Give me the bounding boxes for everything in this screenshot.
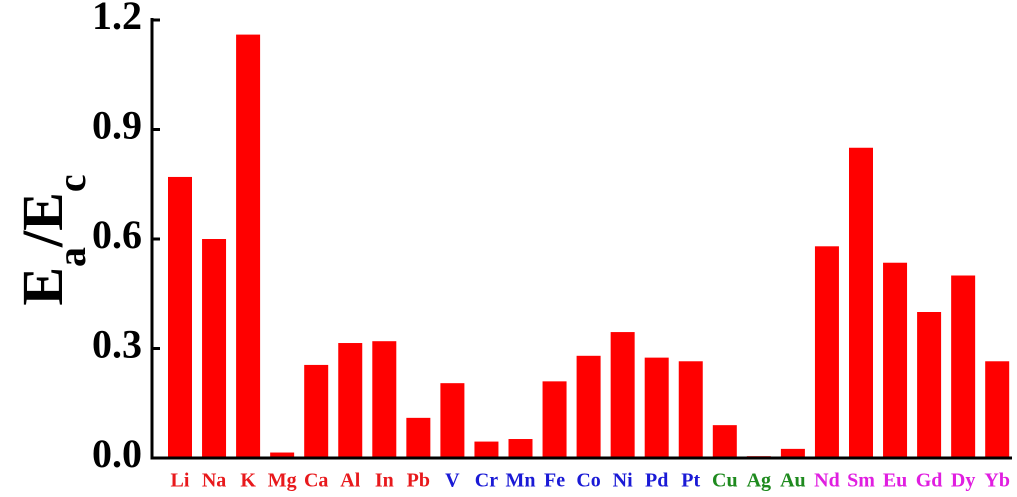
y-tick-label: 0.9 bbox=[92, 103, 142, 148]
x-tick-label: Mn bbox=[506, 470, 536, 492]
x-tick-label: Ag bbox=[747, 470, 771, 492]
bar bbox=[270, 452, 295, 458]
y-tick-label: 0.3 bbox=[92, 322, 142, 367]
x-tick-label: Cu bbox=[712, 470, 738, 492]
x-tick-label: Cr bbox=[475, 470, 498, 492]
x-tick-label: Na bbox=[202, 470, 226, 492]
bar bbox=[917, 312, 942, 458]
bar bbox=[678, 361, 703, 458]
bar bbox=[304, 364, 329, 458]
x-tick-label: Pb bbox=[407, 470, 430, 492]
y-axis-label: Ea/Ec bbox=[10, 174, 94, 305]
x-tick-label: Ca bbox=[304, 470, 328, 492]
x-tick-label: Gd bbox=[916, 470, 943, 492]
x-tick-label: Eu bbox=[883, 470, 907, 492]
x-tick-label: Pd bbox=[645, 470, 668, 492]
bar bbox=[168, 176, 192, 458]
x-tick-label: Dy bbox=[951, 470, 975, 492]
x-tick-label: In bbox=[375, 470, 394, 492]
bar bbox=[883, 262, 908, 458]
y-tick-label: 1.2 bbox=[92, 0, 142, 38]
bar bbox=[849, 147, 873, 458]
bar bbox=[780, 448, 805, 458]
bar bbox=[610, 332, 635, 458]
y-label-part: c bbox=[49, 174, 94, 192]
y-label-part: E bbox=[10, 267, 75, 306]
bar bbox=[508, 439, 533, 458]
x-tick-label: K bbox=[240, 470, 256, 492]
bar bbox=[542, 381, 567, 458]
y-label-part: a bbox=[49, 247, 94, 267]
x-tick-label: V bbox=[445, 470, 460, 492]
x-tick-label: Au bbox=[780, 470, 806, 492]
x-tick-label: Fe bbox=[544, 470, 565, 492]
x-tick-label: Al bbox=[340, 470, 360, 492]
x-tick-label: Ni bbox=[613, 470, 633, 492]
x-tick-label: Sm bbox=[847, 470, 875, 492]
y-tick-label: 0.6 bbox=[92, 212, 142, 257]
bar bbox=[951, 275, 976, 458]
bar bbox=[202, 239, 227, 458]
y-label-part: /E bbox=[10, 192, 75, 248]
bar bbox=[814, 246, 839, 458]
x-tick-label: Nd bbox=[814, 470, 840, 492]
bar bbox=[372, 341, 397, 458]
bar bbox=[406, 417, 431, 458]
bar bbox=[712, 425, 737, 458]
x-tick-label: Li bbox=[171, 470, 190, 492]
bar bbox=[985, 361, 1010, 458]
y-tick-label: 0.0 bbox=[92, 431, 142, 476]
bar bbox=[474, 441, 499, 458]
x-tick-label: Pt bbox=[681, 470, 700, 492]
bar bbox=[236, 34, 261, 458]
bar bbox=[338, 343, 363, 458]
x-tick-label: Yb bbox=[984, 470, 1010, 492]
x-tick-label: Mg bbox=[268, 470, 297, 492]
x-tick-label: Co bbox=[576, 470, 600, 492]
bar bbox=[440, 383, 465, 458]
bar bbox=[576, 355, 601, 458]
bar bbox=[644, 357, 669, 458]
